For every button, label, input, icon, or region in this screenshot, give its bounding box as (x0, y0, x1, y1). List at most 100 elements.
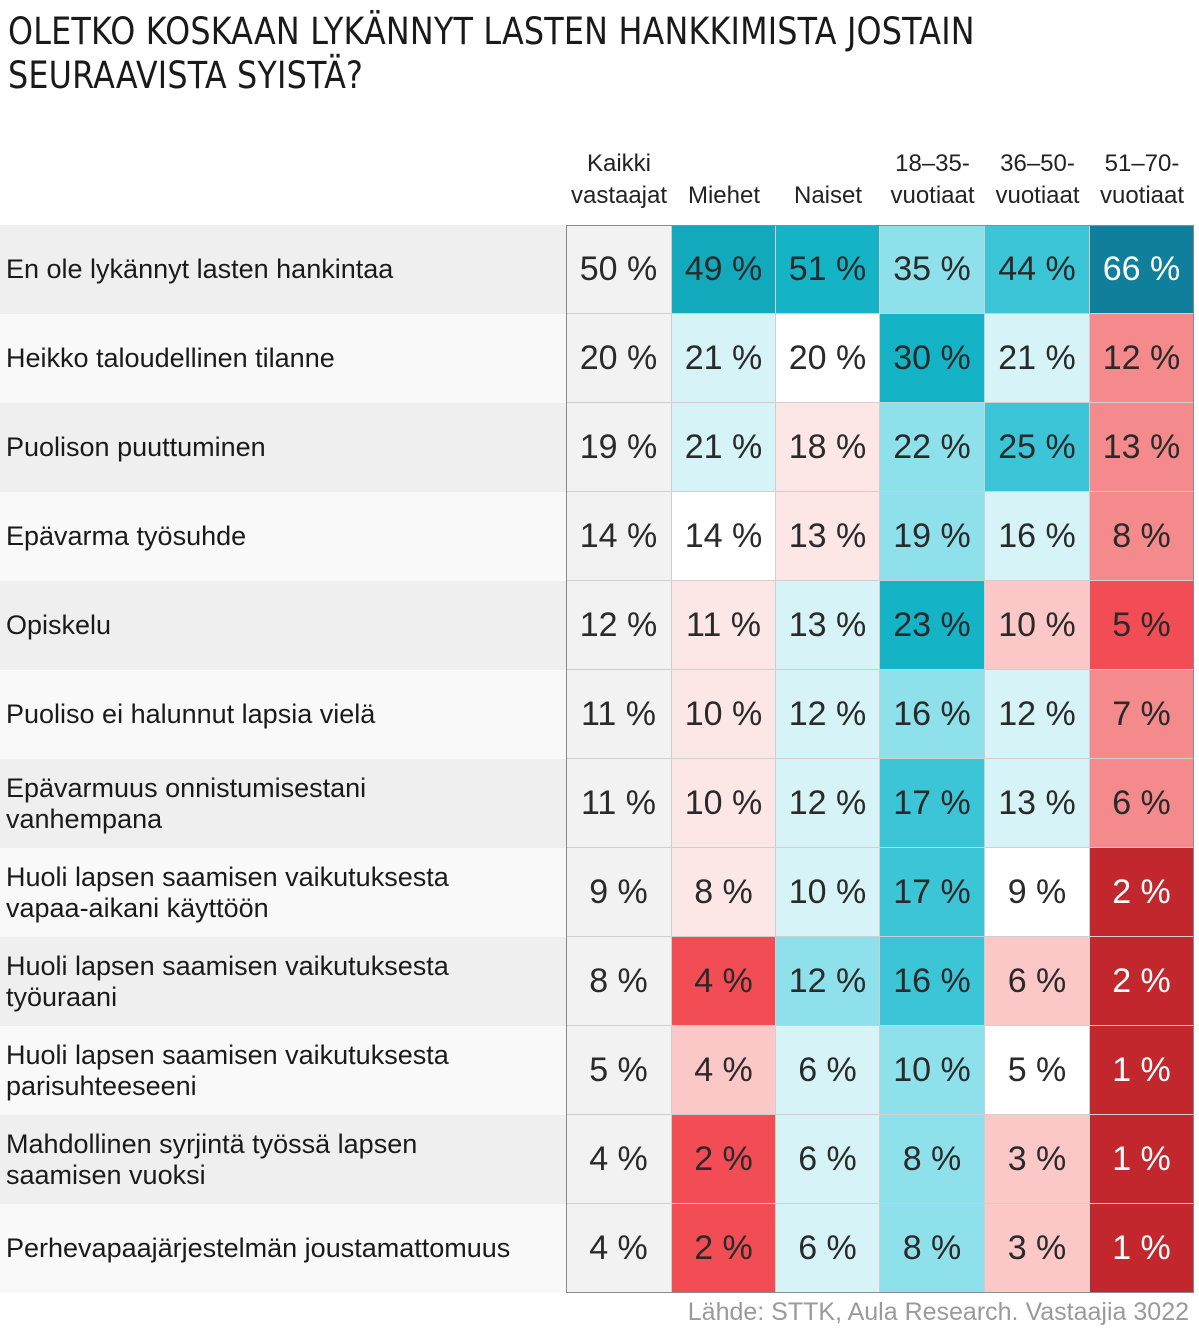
column-header: 18–35- vuotiaat (890, 150, 975, 209)
value-cell: 10 % (672, 759, 776, 848)
value-cell: 22 % (880, 403, 985, 492)
value-cell: 12 % (566, 581, 672, 670)
row-band (0, 1026, 566, 1115)
value-cell: 11 % (566, 759, 672, 848)
value-cell: 10 % (672, 670, 776, 759)
value-cell: 2 % (1090, 937, 1194, 1026)
value-cell: 1 % (1090, 1026, 1194, 1115)
value-cell: 7 % (1090, 670, 1194, 759)
row-label: Perhevapaajärjestelmän joustamattomuus (6, 1233, 511, 1263)
value-cell: 20 % (566, 314, 672, 403)
row-label: Huoli lapsen saamisen vaikutuksesta työu… (6, 950, 449, 1012)
value-cell: 6 % (776, 1026, 880, 1115)
source-note: Lähde: STTK, Aula Research. Vastaajia 30… (687, 1298, 1189, 1326)
value-cell: 2 % (1090, 848, 1194, 937)
column-headers: Kaikki vastaajat Miehet Naiset 18–35- vuoti… (566, 140, 1194, 216)
value-cell: 12 % (985, 670, 1090, 759)
row-label: Opiskelu (6, 610, 112, 640)
column-header: 36–50- vuotiaat (995, 150, 1080, 209)
value-cell: 5 % (566, 1026, 672, 1115)
value-cell: 35 % (880, 225, 985, 314)
value-cell: 19 % (566, 403, 672, 492)
table-row: Puolison puuttuminen 19 % 21 % 18 % 22 % 25 %… (0, 403, 1199, 492)
row-band (0, 314, 566, 403)
value-cell: 4 % (672, 937, 776, 1026)
value-cell: 5 % (985, 1026, 1090, 1115)
row-label: Huoli lapsen saamisen vaikutuksesta pari… (6, 1039, 449, 1101)
value-cell: 17 % (880, 759, 985, 848)
row-band (0, 403, 566, 492)
row-band (0, 1204, 566, 1293)
value-cell: 3 % (985, 1204, 1090, 1293)
value-cell: 6 % (776, 1115, 880, 1204)
table-row: Huoli lapsen saamisen vaikutuksesta pari… (0, 1026, 1199, 1115)
row-label: Heikko taloudellinen tilanne (6, 343, 335, 373)
value-cell: 6 % (1090, 759, 1194, 848)
row-band (0, 492, 566, 581)
value-cell: 16 % (985, 492, 1090, 581)
value-cell: 14 % (566, 492, 672, 581)
value-cell: 12 % (776, 670, 880, 759)
value-cell: 44 % (985, 225, 1090, 314)
row-label: Mahdollinen syrjintä työssä lapsen saami… (6, 1128, 418, 1190)
value-cell: 14 % (672, 492, 776, 581)
table-row: Epävarma työsuhde 14 % 14 % 13 % 19 % 16 % 8 % (0, 492, 1199, 581)
table-row: En ole lykännyt lasten hankintaa 50 % 49 %… (0, 225, 1199, 314)
value-cell: 10 % (985, 581, 1090, 670)
value-cell: 21 % (672, 314, 776, 403)
table-row: Epävarmuus onnistumisestani vanhempana 11… (0, 759, 1199, 848)
value-cell: 11 % (672, 581, 776, 670)
value-cell: 8 % (880, 1204, 985, 1293)
value-cell: 12 % (1090, 314, 1194, 403)
row-band (0, 225, 566, 314)
value-cell: 13 % (776, 581, 880, 670)
table-row: Huoli lapsen saamisen vaikutuksesta työu… (0, 937, 1199, 1026)
row-band (0, 937, 566, 1026)
value-cell: 13 % (985, 759, 1090, 848)
table-row: Huoli lapsen saamisen vaikutuksesta vapa… (0, 848, 1199, 937)
value-cell: 12 % (776, 937, 880, 1026)
value-cell: 6 % (985, 937, 1090, 1026)
value-cell: 66 % (1090, 225, 1194, 314)
row-label: Epävarmuus onnistumisestani vanhempana (6, 772, 367, 834)
row-band (0, 759, 566, 848)
table-row: Opiskelu 12 % 11 % 13 % 23 % 10 % 5 % (0, 581, 1199, 670)
row-band (0, 670, 566, 759)
value-cell: 19 % (880, 492, 985, 581)
row-label: Huoli lapsen saamisen vaikutuksesta vapa… (6, 861, 449, 923)
value-cell: 9 % (566, 848, 672, 937)
value-cell: 49 % (672, 225, 776, 314)
value-cell: 4 % (672, 1026, 776, 1115)
value-cell: 25 % (985, 403, 1090, 492)
table-row: Mahdollinen syrjintä työssä lapsen saami… (0, 1115, 1199, 1204)
value-cell: 1 % (1090, 1115, 1194, 1204)
value-cell: 8 % (880, 1115, 985, 1204)
column-header: Kaikki vastaajat (570, 150, 668, 209)
value-cell: 23 % (880, 581, 985, 670)
value-cell: 8 % (1090, 492, 1194, 581)
value-cell: 13 % (776, 492, 880, 581)
value-cell: 4 % (566, 1204, 672, 1293)
value-cell: 50 % (566, 225, 672, 314)
value-cell: 2 % (672, 1204, 776, 1293)
row-band (0, 581, 566, 670)
value-cell: 11 % (566, 670, 672, 759)
value-cell: 8 % (566, 937, 672, 1026)
value-cell: 6 % (776, 1204, 880, 1293)
value-cell: 21 % (672, 403, 776, 492)
table-row: Heikko taloudellinen tilanne 20 % 21 % 20 %… (0, 314, 1199, 403)
value-cell: 17 % (880, 848, 985, 937)
value-cell: 2 % (672, 1115, 776, 1204)
value-cell: 3 % (985, 1115, 1090, 1204)
column-header: 51–70- vuotiaat (1099, 150, 1185, 209)
value-cell: 5 % (1090, 581, 1194, 670)
value-cell: 1 % (1090, 1204, 1194, 1293)
value-cell: 13 % (1090, 403, 1194, 492)
row-band (0, 1115, 566, 1204)
value-cell: 20 % (776, 314, 880, 403)
row-label: En ole lykännyt lasten hankintaa (6, 254, 394, 284)
value-cell: 16 % (880, 937, 985, 1026)
column-header: Miehet (687, 182, 761, 209)
value-cell: 4 % (566, 1115, 672, 1204)
value-cell: 9 % (985, 848, 1090, 937)
